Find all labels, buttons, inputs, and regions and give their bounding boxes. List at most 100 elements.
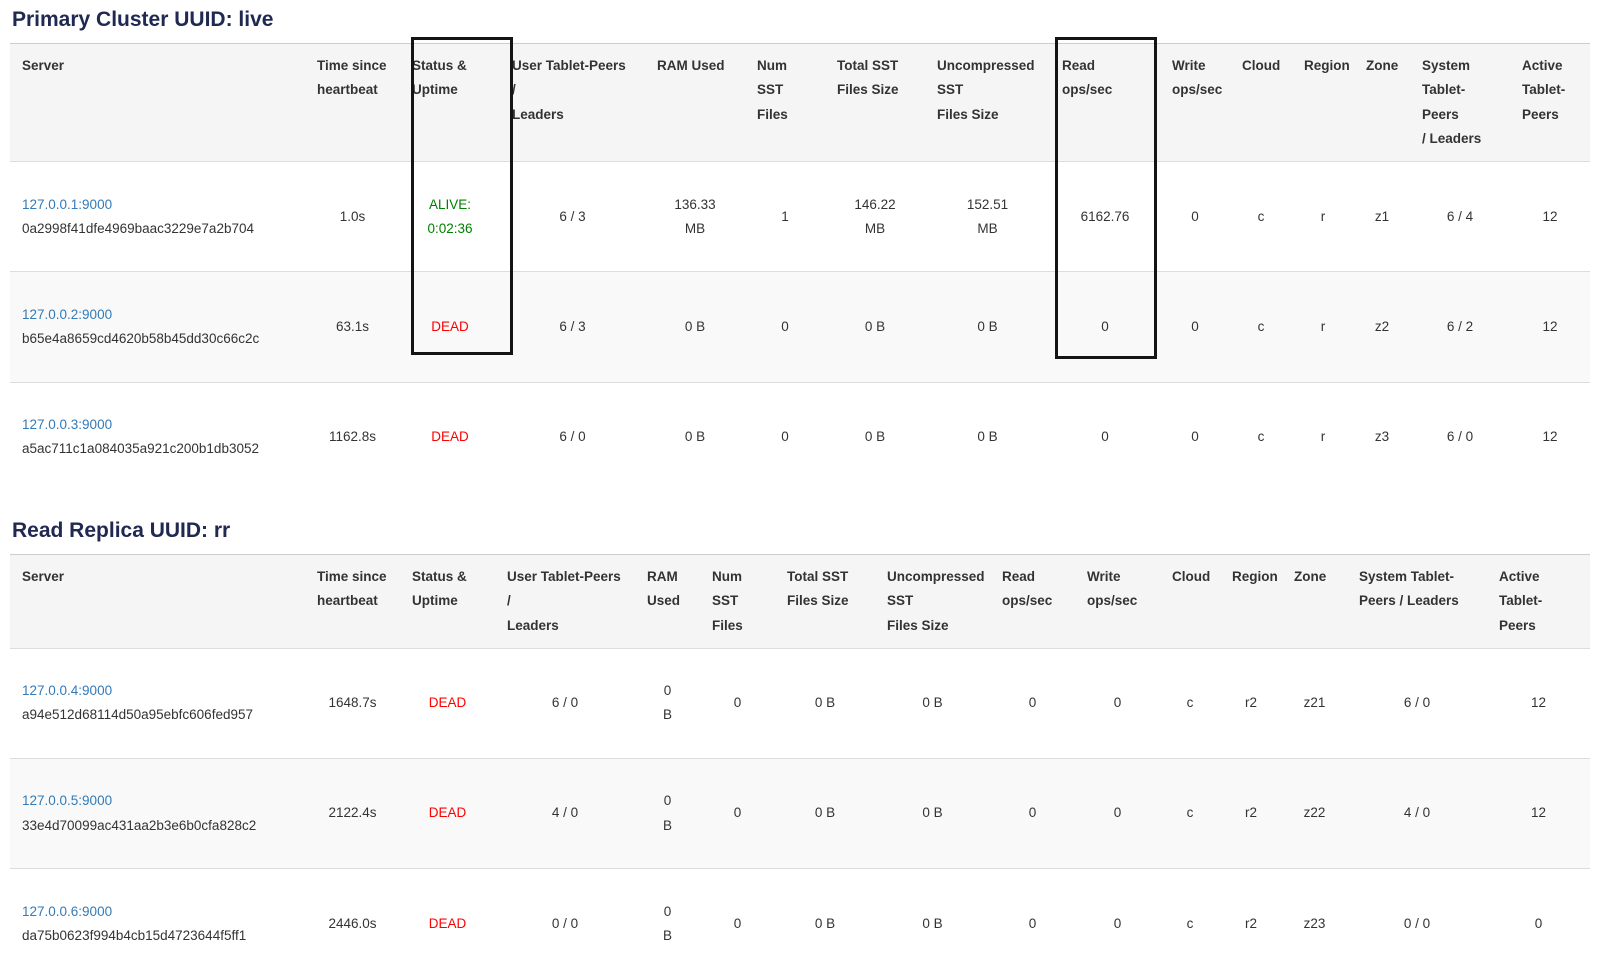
cell-system-tablet-peers: 6 / 2: [1410, 271, 1510, 383]
cell-zone: z2: [1354, 271, 1410, 383]
cell-status: DEAD: [428, 695, 467, 711]
cell-region: r: [1292, 271, 1354, 383]
cell-user-tablet-peers: 4 / 0: [495, 758, 635, 869]
cell-read-ops: 6162.76: [1080, 208, 1130, 224]
cell-status: DEAD: [400, 868, 495, 978]
table-row: 127.0.0.3:9000 a5ac711c1a084035a921c200b…: [10, 381, 1590, 492]
cell-heartbeat: 2446.0s: [305, 868, 400, 978]
cell-total-sst: 0 B: [825, 381, 925, 492]
cell-write-ops: 0: [1075, 868, 1160, 978]
cell-status: DEAD: [400, 271, 500, 383]
cell-cloud: c: [1186, 695, 1194, 711]
col-uncompressed-sst: Uncompressed SST Files Size: [925, 43, 1050, 163]
cell-heartbeat: 1648.7s: [328, 695, 377, 711]
cell-active-tablet-peers: 12: [1487, 758, 1590, 869]
col-region: Region: [1292, 43, 1354, 163]
cell-write-ops: 0: [1160, 381, 1230, 492]
server-uuid: da75b0623f994b4cb15d4723644f5ff1: [22, 927, 247, 943]
cell-server: 127.0.0.5:9000 33e4d70099ac431aa2b3e6b0c…: [10, 758, 305, 869]
cell-num-sst: 0: [700, 758, 775, 869]
cell-total-sst: 0 B: [775, 868, 875, 978]
col-zone: Zone: [1354, 43, 1410, 163]
col-total-sst: Total SST Files Size: [825, 43, 925, 163]
server-link[interactable]: 127.0.0.4:9000: [22, 683, 113, 699]
table-row: 127.0.0.4:9000 a94e512d68114d50a95ebfc60…: [10, 648, 1590, 758]
server-link[interactable]: 127.0.0.3:9000: [22, 416, 113, 432]
cell-cloud: c: [1230, 271, 1292, 383]
cell-num-sst: 0: [733, 695, 742, 711]
cell-cloud: c: [1257, 208, 1265, 224]
col-cloud: Cloud: [1160, 553, 1220, 649]
cell-ram-used: 136.33 MB: [674, 196, 716, 236]
cell-region: r2: [1220, 758, 1282, 869]
cell-read-ops: 0: [1028, 695, 1037, 711]
cell-zone: z21: [1303, 695, 1326, 711]
cell-read-ops: 0: [990, 868, 1075, 978]
col-heartbeat: Time since heartbeat: [305, 553, 400, 649]
col-cloud: Cloud: [1230, 43, 1292, 163]
server-uuid: a94e512d68114d50a95ebfc606fed957: [22, 707, 253, 723]
table-row: 127.0.0.5:9000 33e4d70099ac431aa2b3e6b0c…: [10, 758, 1590, 869]
server-link[interactable]: 127.0.0.6:9000: [22, 903, 113, 919]
col-ram-used: RAM Used: [635, 553, 700, 649]
cell-write-ops: 0: [1191, 208, 1199, 224]
cell-zone: z3: [1354, 381, 1410, 492]
col-region: Region: [1220, 553, 1282, 649]
cell-read-ops: 0: [990, 758, 1075, 869]
server-link[interactable]: 127.0.0.2:9000: [22, 306, 113, 322]
cell-status: DEAD: [400, 758, 495, 869]
cell-write-ops: 0: [1075, 758, 1160, 869]
cell-num-sst: 0: [745, 271, 825, 383]
col-num-sst: Num SST Files: [745, 43, 825, 163]
cell-uncompressed-sst: 0 B: [925, 271, 1050, 383]
cell-ram-used: 0 B: [662, 683, 672, 723]
cell-heartbeat: 63.1s: [305, 271, 400, 383]
cell-status: ALIVE: 0:02:36: [427, 196, 473, 236]
cell-heartbeat: 1162.8s: [305, 381, 400, 492]
cell-active-tablet-peers: 12: [1510, 271, 1590, 383]
cell-uncompressed-sst: 0 B: [922, 695, 943, 711]
cell-read-ops: 0: [1050, 271, 1160, 383]
primary-header-row: Server Time since heartbeat Status & Upt…: [10, 43, 1590, 163]
col-num-sst: Num SST Files: [700, 553, 775, 649]
cell-total-sst: 0 B: [825, 271, 925, 383]
cell-user-tablet-peers: 6 / 0: [500, 381, 645, 492]
table-row: 127.0.0.1:9000 0a2998f41dfe4969baac3229e…: [10, 162, 1590, 272]
cell-server: 127.0.0.2:9000 b65e4a8659cd4620b58b45dd3…: [10, 271, 305, 383]
cell-system-tablet-peers: 6 / 0: [1410, 381, 1510, 492]
cell-num-sst: 0: [700, 868, 775, 978]
cell-system-tablet-peers: 6 / 4: [1446, 208, 1474, 224]
col-active-tablet-peers: Active Tablet- Peers: [1487, 553, 1590, 649]
cell-read-ops: 0: [1050, 381, 1160, 492]
read-replica-table: Server Time since heartbeat Status & Upt…: [10, 553, 1590, 978]
server-uuid: 33e4d70099ac431aa2b3e6b0cfa828c2: [22, 817, 257, 833]
cell-server: 127.0.0.3:9000 a5ac711c1a084035a921c200b…: [10, 381, 305, 492]
cell-cloud: c: [1160, 758, 1220, 869]
cell-zone: z22: [1282, 758, 1347, 869]
col-user-tablet-peers: User Tablet-Peers / Leaders: [495, 553, 635, 649]
col-server: Server: [10, 43, 305, 163]
cell-write-ops: 0: [1113, 695, 1122, 711]
col-active-tablet-peers: Active Tablet- Peers: [1510, 43, 1590, 163]
cell-ram-used: 0 B: [645, 271, 745, 383]
server-link[interactable]: 127.0.0.1:9000: [22, 196, 113, 212]
col-server: Server: [10, 553, 305, 649]
col-zone: Zone: [1282, 553, 1347, 649]
col-read-ops: Read ops/sec: [1050, 43, 1160, 163]
cell-num-sst: 0: [745, 381, 825, 492]
read-replica-title: Read Replica UUID: rr: [12, 518, 231, 542]
primary-cluster-title: Primary Cluster UUID: live: [12, 8, 274, 31]
cell-system-tablet-peers: 0 / 0: [1347, 868, 1487, 978]
server-link[interactable]: 127.0.0.5:9000: [22, 793, 113, 809]
cell-uncompressed-sst: 0 B: [875, 758, 990, 869]
server-uuid: b65e4a8659cd4620b58b45dd30c66c2c: [22, 331, 260, 347]
col-write-ops: Write ops/sec: [1160, 43, 1230, 163]
col-read-ops: Read ops/sec: [990, 553, 1075, 649]
table-row: 127.0.0.6:9000 da75b0623f994b4cb15d47236…: [10, 868, 1590, 978]
cell-server: 127.0.0.4:9000 a94e512d68114d50a95ebfc60…: [10, 648, 305, 758]
col-write-ops: Write ops/sec: [1075, 553, 1160, 649]
cell-region: r2: [1244, 695, 1257, 711]
cell-active-tablet-peers: 12: [1542, 208, 1558, 224]
cell-server: 127.0.0.1:9000 0a2998f41dfe4969baac3229e…: [10, 162, 305, 272]
col-ram-used: RAM Used: [645, 43, 745, 163]
